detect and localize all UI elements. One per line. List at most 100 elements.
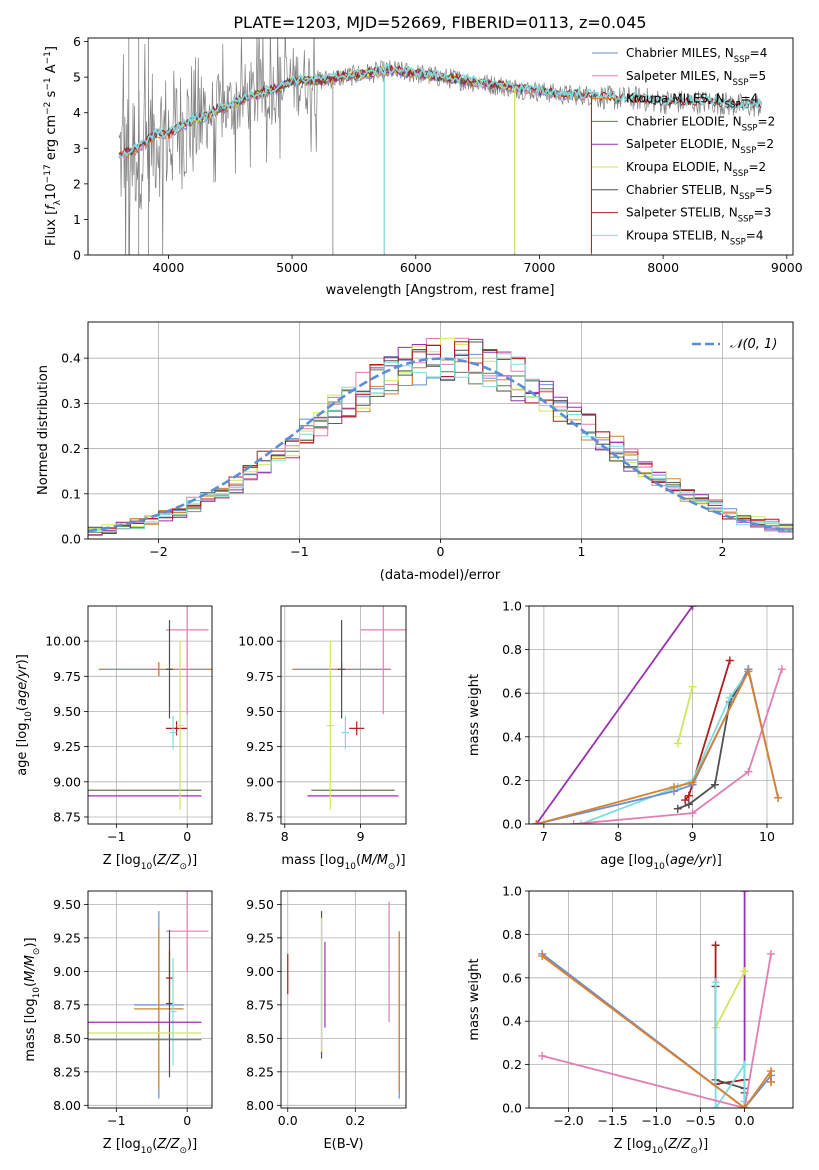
x-tick-label: 1 xyxy=(578,544,586,559)
legend-entry: Salpeter MILES, NSSP=5 xyxy=(626,69,766,88)
x-tick-label: 0.0 xyxy=(278,1113,298,1128)
y-tick-label: 0.2 xyxy=(61,441,81,456)
y-axis-label: mass [log10(M/M⊙)] xyxy=(23,937,42,1061)
grid-weight_vs_Z xyxy=(529,890,793,1109)
x-tick-label: 9 xyxy=(357,829,365,844)
marks-mass_vs_ebv xyxy=(287,901,400,1099)
figure-title: PLATE=1203, MJD=52669, FIBERID=0113, z=0… xyxy=(233,13,646,32)
legend-entry: Kroupa ELODIE, NSSP=2 xyxy=(626,160,766,179)
weight-marker xyxy=(670,782,679,791)
weight-series-chabrier_miles xyxy=(532,665,783,824)
y-tick-label: 9.50 xyxy=(53,897,81,912)
weight-marker xyxy=(688,809,697,818)
y-tick-label: 9.75 xyxy=(246,669,274,684)
x-tick-label: 0 xyxy=(183,1113,191,1128)
x-tick-label: −1.5 xyxy=(597,1113,627,1128)
y-tick-label: 8.00 xyxy=(53,1098,81,1113)
errorbar-salpeter_stelib xyxy=(349,721,365,736)
x-axis-label: mass [log10(M/M⊙)] xyxy=(281,853,405,872)
x-axis-label: Z [log10(Z/Z⊙)] xyxy=(614,1137,708,1156)
x-tick-label: 8 xyxy=(614,829,622,844)
axes-mass_vs_ebv: 0.0 0.2 8.00 8.25 8.50 8.75 9.00 9.25 9.50 E(B-V) xyxy=(246,890,407,1152)
x-tick-label: 2 xyxy=(719,544,727,559)
x-tick-label: 0.2 xyxy=(345,1113,365,1128)
axes-spectrum: 4000 5000 6000 7000 8000 9000 0 1 2 3 4 5 6 Chabrier … xyxy=(43,34,803,298)
y-tick-label: 0.1 xyxy=(61,486,81,501)
weight-marker xyxy=(684,791,693,800)
y-tick-label: 8.75 xyxy=(246,809,274,824)
y-tick-label: 8.75 xyxy=(246,997,274,1012)
y-tick-label: 0.0 xyxy=(502,1101,522,1116)
y-axis-label: Flux [fλ10−17 erg cm−2 s−1 A−1] xyxy=(43,46,63,246)
weight-marker xyxy=(774,793,783,802)
y-tick-label: 0.0 xyxy=(502,817,522,832)
weight-marker xyxy=(767,949,775,958)
x-tick-label: −1 xyxy=(107,1113,125,1128)
weight-marker xyxy=(711,978,720,987)
errorbar-kroupa_miles xyxy=(134,928,184,1090)
y-tick-label: 1.0 xyxy=(502,884,522,899)
weight-series-kroupa_stelib xyxy=(577,667,753,824)
y-tick-label: 9.25 xyxy=(53,930,81,945)
y-tick-label: 0.2 xyxy=(502,1057,522,1072)
errorbar-kroupa_elodie xyxy=(176,641,184,810)
weight-marker xyxy=(688,778,697,787)
y-tick-label: 0.8 xyxy=(502,642,522,657)
y-tick-label: 1 xyxy=(73,212,81,227)
y-tick-label: 8.25 xyxy=(246,1064,274,1079)
weight-marker xyxy=(688,682,697,691)
weight-marker xyxy=(688,606,697,610)
x-axis-label: age [log10(age/yr)] xyxy=(600,853,722,872)
y-tick-label: 8.00 xyxy=(246,1098,274,1113)
x-tick-label: 8 xyxy=(281,829,289,844)
frame-spectrum xyxy=(87,37,794,256)
frame-age_vs_Z xyxy=(87,605,213,825)
weight-marker xyxy=(673,804,682,813)
x-tick-label: 4000 xyxy=(152,260,184,275)
weight-marker xyxy=(538,952,547,961)
axes-residuals: −2 −1 0 1 2 0.0 0.1 0.2 0.3 0.4 𝒩(0, 1) (data-model… xyxy=(36,321,794,583)
errorbar-chabrier_stelib xyxy=(165,620,174,719)
y-tick-label: 0.0 xyxy=(61,532,81,547)
marks-spectrum xyxy=(118,38,762,255)
axes-age_vs_mass: 8 9 8.75 9.00 9.25 9.50 9.75 10.00 mass [log10(M… xyxy=(238,605,407,872)
y-tick-label: 0.4 xyxy=(502,1014,522,1029)
x-tick-label: −1 xyxy=(290,544,308,559)
model-line-salpeter_stelib xyxy=(118,64,762,157)
weight-marker xyxy=(710,780,719,789)
weight-marker xyxy=(777,665,786,674)
weight-marker xyxy=(725,656,734,665)
y-tick-label: 9.50 xyxy=(246,897,274,912)
y-tick-label: 5 xyxy=(73,70,81,85)
y-tick-label: 9.00 xyxy=(246,774,274,789)
grid-age_vs_Z xyxy=(88,606,212,824)
x-tick-label: −2.0 xyxy=(553,1113,583,1128)
legend-entry: Chabrier MILES, NSSP=4 xyxy=(626,46,767,65)
weight-marker xyxy=(681,796,690,805)
marks-weight_vs_age xyxy=(532,606,786,824)
errorbar-salpeter_miles xyxy=(165,606,209,715)
x-tick-label: −1 xyxy=(107,829,125,844)
errorbar-salpeter_stelib xyxy=(165,951,174,1005)
y-tick-label: 0.2 xyxy=(502,773,522,788)
x-tick-label: 0.0 xyxy=(735,1113,755,1128)
marks-mass_vs_Z xyxy=(88,891,209,1099)
y-tick-label: 9.00 xyxy=(53,774,81,789)
weight-marker xyxy=(577,820,586,824)
errorbar-salpeter_miles xyxy=(165,891,209,972)
weight-marker xyxy=(711,941,720,950)
errorbar-kroupa_stelib xyxy=(169,715,177,750)
legend-entry: 𝒩(0, 1) xyxy=(730,337,777,352)
marks-weight_vs_Z xyxy=(538,891,775,1108)
marks-age_vs_mass xyxy=(292,606,406,810)
legend-entry: Salpeter ELODIE, NSSP=2 xyxy=(626,137,774,156)
weight-marker xyxy=(767,1077,775,1086)
weight-marker xyxy=(684,800,693,809)
x-tick-label: 8000 xyxy=(647,260,679,275)
y-tick-label: 0.6 xyxy=(502,686,522,701)
grid-mass_vs_Z xyxy=(88,891,212,1108)
y-tick-label: 9.25 xyxy=(246,930,274,945)
errorbar-salpeter_miles xyxy=(360,606,406,715)
y-tick-label: 0.4 xyxy=(502,729,522,744)
axes-weight_vs_age: 7 8 9 10 0.0 0.2 0.4 0.6 0.8 1.0 age [log10(age/yr… xyxy=(467,599,794,872)
